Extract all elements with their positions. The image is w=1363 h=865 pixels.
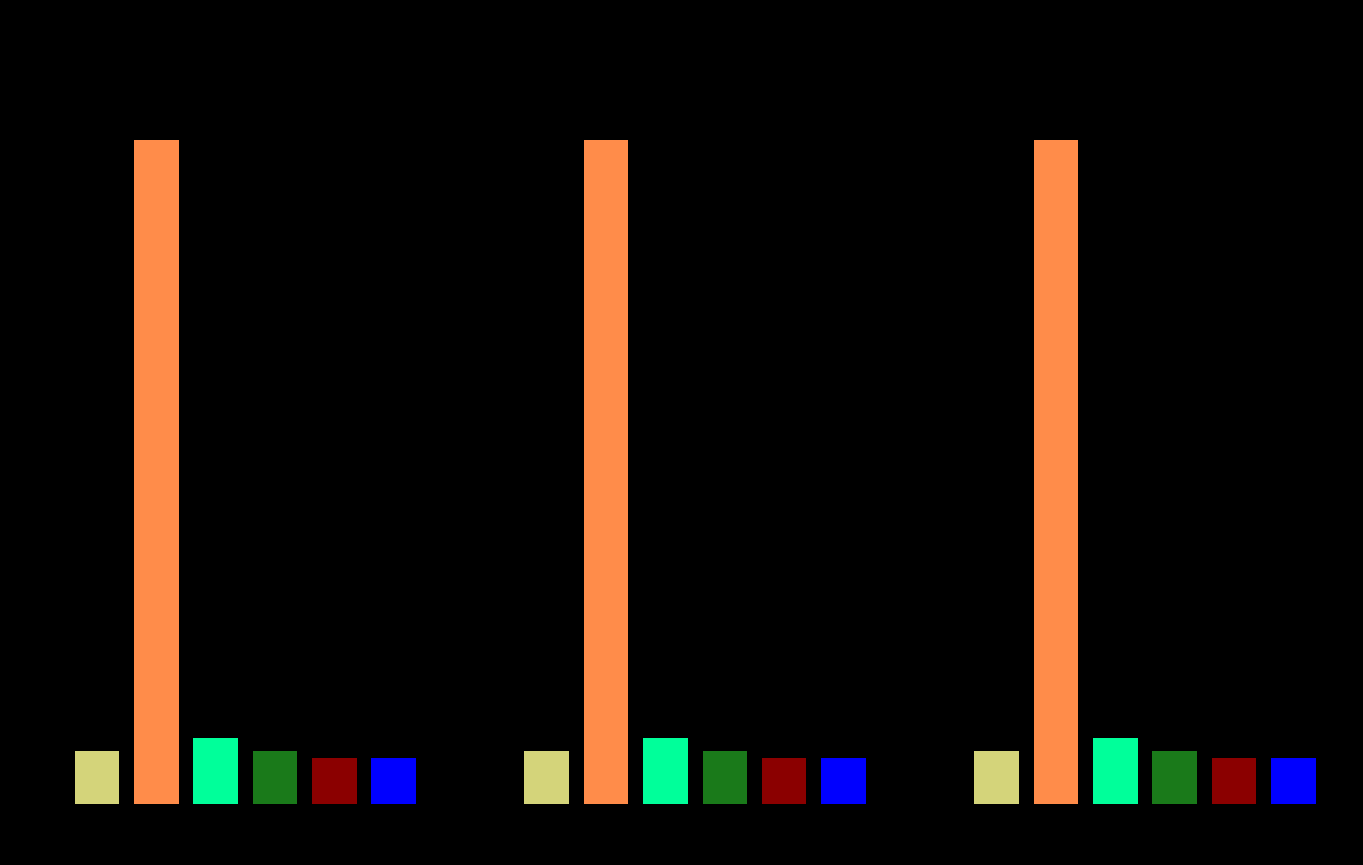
Bar (312, 758, 357, 804)
Bar (1033, 140, 1078, 804)
Bar (975, 752, 1018, 804)
Bar (75, 752, 119, 804)
Bar (762, 758, 807, 804)
Bar (525, 752, 568, 804)
Bar (1212, 758, 1257, 804)
Bar (1272, 758, 1315, 804)
Bar (822, 758, 866, 804)
Bar (372, 758, 416, 804)
Bar (643, 738, 688, 804)
Bar (134, 140, 179, 804)
Bar (194, 738, 239, 804)
Bar (583, 140, 628, 804)
Bar (702, 752, 747, 804)
Bar (1093, 738, 1138, 804)
Bar (252, 752, 297, 804)
Bar (1152, 752, 1197, 804)
